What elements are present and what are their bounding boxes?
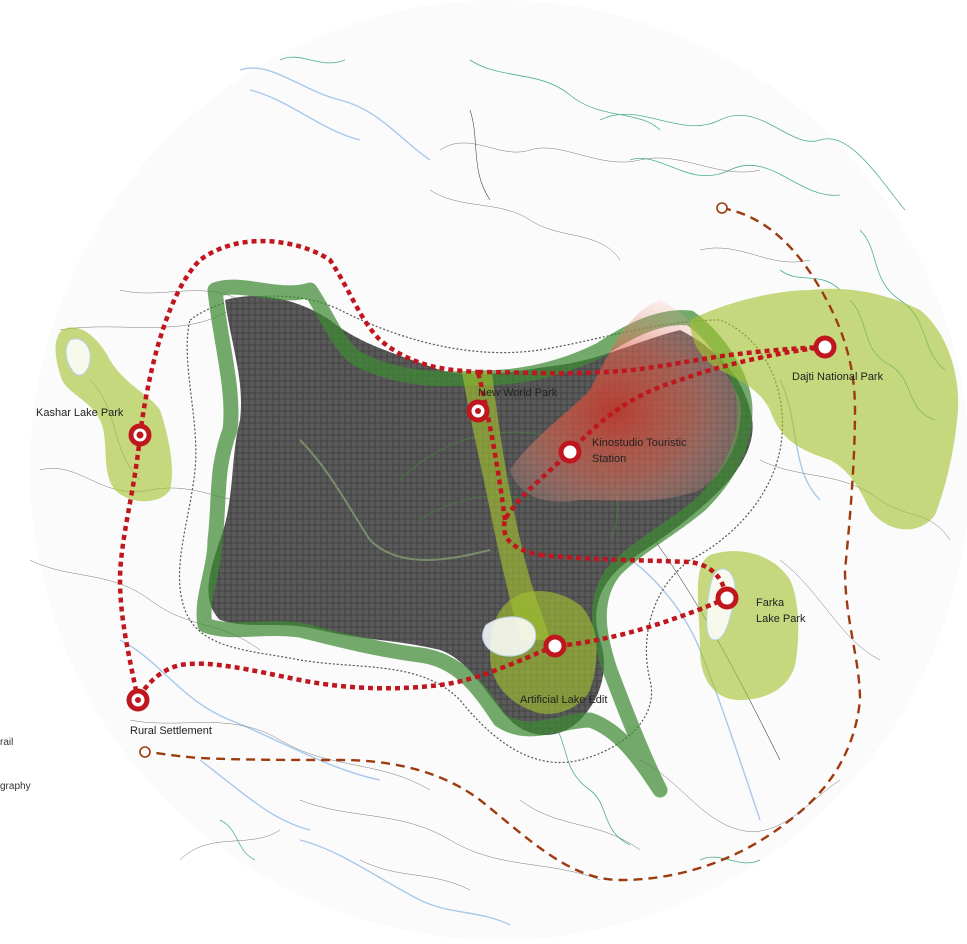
label-farka-1: Farka: [756, 597, 785, 609]
legend-topography: graphy: [0, 781, 31, 792]
farka-station-marker[interactable]: [715, 586, 739, 610]
legend-trail: rail: [0, 737, 13, 748]
map-labels: Kashar Lake Park New World Park Kinostud…: [36, 371, 884, 737]
label-kinostudio-1: Kinostudio Touristic: [592, 437, 687, 449]
label-artificial: Artificial Lake Edit: [520, 694, 607, 706]
label-dajti: Dajti National Park: [792, 371, 884, 383]
dajti-station-marker[interactable]: [813, 335, 837, 359]
new-world-station-marker[interactable]: [466, 399, 490, 423]
station-markers: [126, 202, 837, 758]
small-ring-icon[interactable]: [716, 202, 728, 214]
rural-trail-route: [144, 206, 862, 882]
ring-marker-icon: [136, 431, 144, 439]
kinostudio-station-marker[interactable]: [558, 440, 582, 464]
label-kashar: Kashar Lake Park: [36, 407, 124, 419]
tourist-route-layer: [117, 238, 826, 702]
rural-station-marker[interactable]: [126, 688, 150, 712]
small-ring-icon[interactable]: [139, 746, 151, 758]
label-farka-2: Lake Park: [756, 613, 806, 625]
dajti-park-area: [690, 288, 959, 530]
artificial-lake-station-marker[interactable]: [543, 634, 567, 658]
artificial-lake: [482, 616, 537, 657]
ring-marker-icon: [135, 697, 141, 703]
kashar-station-marker[interactable]: [128, 423, 152, 447]
label-rural: Rural Settlement: [130, 725, 212, 737]
suburban-fabric: [178, 295, 784, 764]
kashar-lake: [65, 338, 91, 376]
ring-marker-icon: [475, 408, 481, 414]
legend: rail graphy: [0, 737, 31, 792]
new-world-park-strip: [462, 372, 550, 640]
label-kinostudio-2: Station: [592, 453, 626, 465]
label-new-world: New World Park: [478, 387, 558, 399]
